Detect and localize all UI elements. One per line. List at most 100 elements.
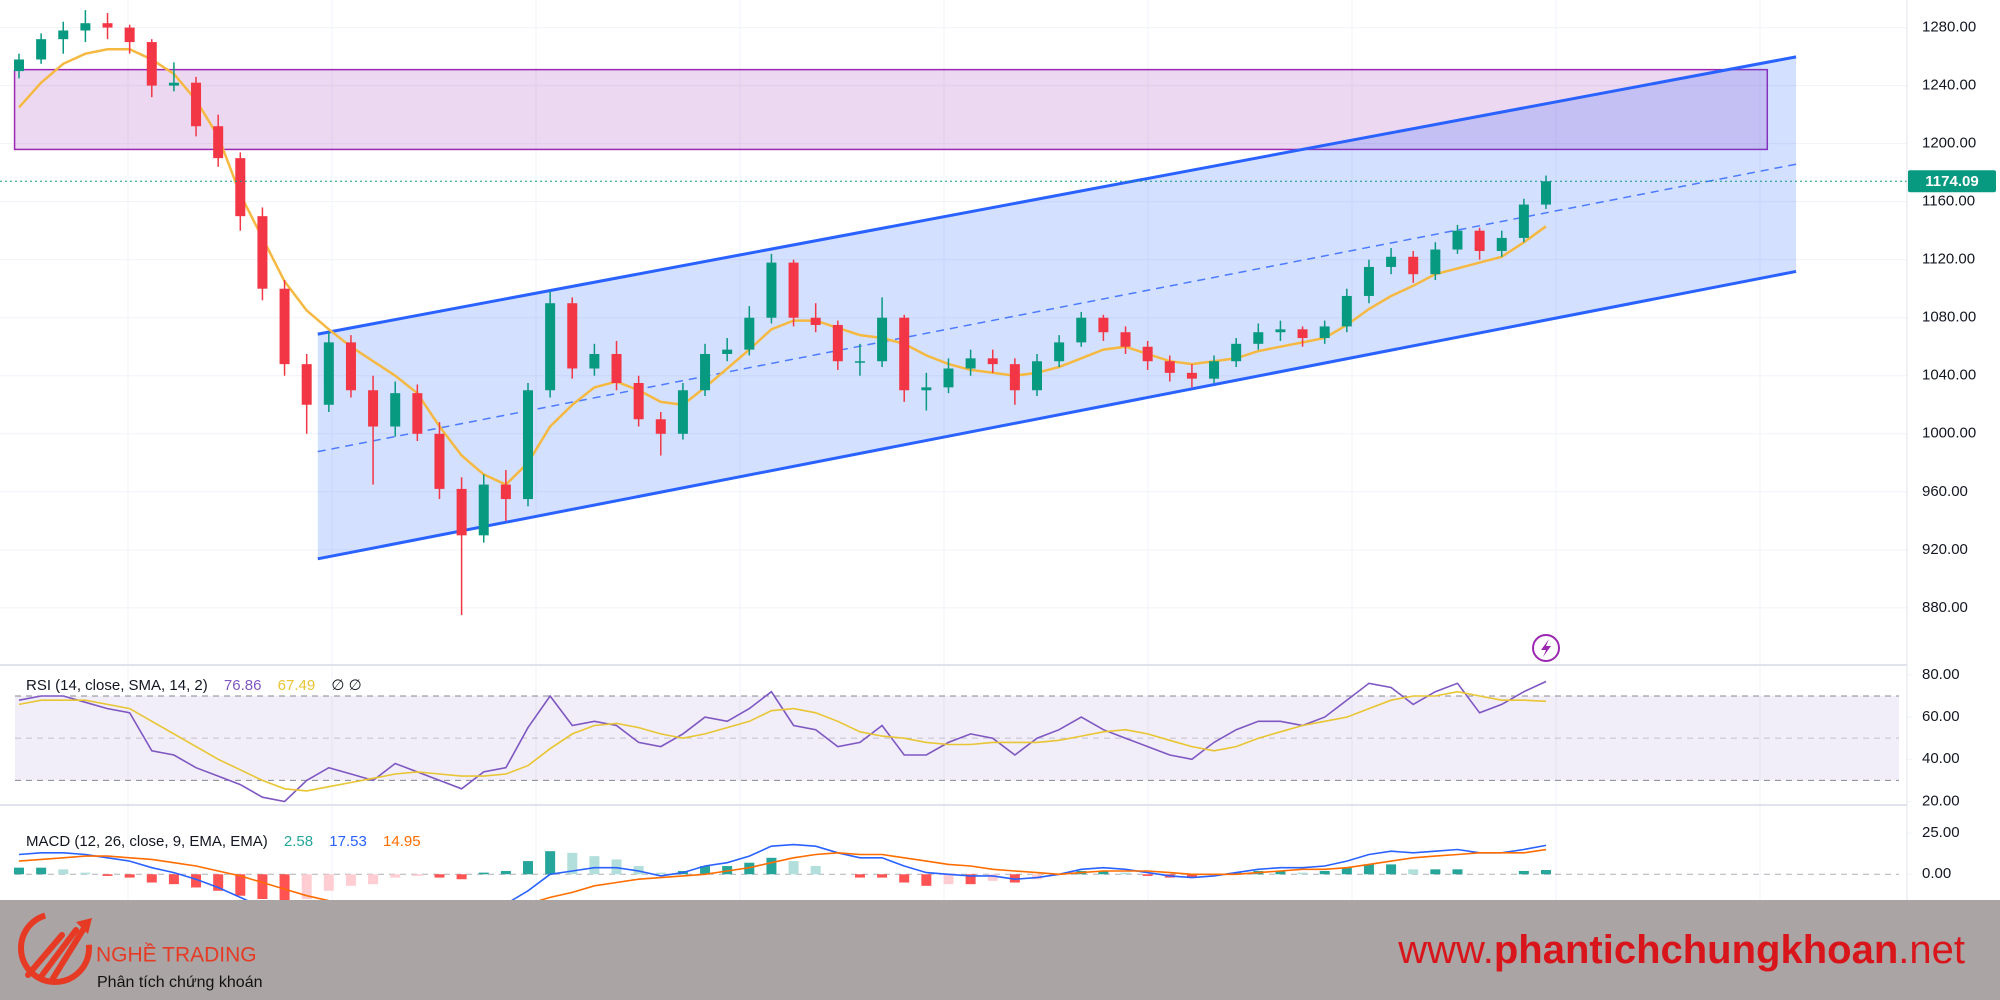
rsi-line <box>18 680 1547 803</box>
candle-body <box>523 390 533 500</box>
y-tick-label: 880.00 <box>1922 599 1968 616</box>
url-part: www. <box>1397 928 1494 972</box>
candle-body <box>545 303 556 391</box>
macd-histogram-bar <box>191 874 202 888</box>
candle-body <box>500 484 511 500</box>
y-tick-label: 1240.00 <box>1922 77 1976 94</box>
macd-histogram-bar <box>168 874 179 885</box>
candle-body <box>323 342 334 405</box>
macd-histogram-bar <box>965 874 976 885</box>
alert-icon[interactable] <box>1532 634 1560 662</box>
legend-part: MACD (12, 26, close, 9, EMA, EMA) <box>26 833 268 850</box>
candle-body <box>434 433 445 489</box>
y-tick-label: 0.00 <box>1922 865 1951 882</box>
y-tick-label: 1000.00 <box>1922 425 1976 442</box>
y-tick-label: 60.00 <box>1922 708 1960 725</box>
y-tick-label: 40.00 <box>1922 750 1960 767</box>
candle-body <box>1032 361 1042 391</box>
y-tick-label: 1120.00 <box>1922 251 1975 268</box>
macd-histogram-bar <box>1098 870 1109 875</box>
candle-body <box>301 364 312 405</box>
rsi-band <box>15 695 1899 781</box>
macd-histogram-bar <box>1363 864 1374 875</box>
macd-histogram-bar <box>877 874 888 878</box>
y-tick-label: 1280.00 <box>1922 19 1976 36</box>
candle-body <box>168 82 179 86</box>
candle-body <box>1098 317 1109 333</box>
y-tick-label: 920.00 <box>1922 541 1968 558</box>
legend-part: RSI (14, close, SMA, 14, 2) <box>26 677 208 694</box>
moving-average <box>18 48 1547 487</box>
candle-body <box>722 349 733 354</box>
candle-body <box>368 390 379 427</box>
macd-histogram-bar <box>1408 869 1419 875</box>
macd-histogram-bar <box>478 872 489 875</box>
logo-arrows <box>25 922 89 983</box>
macd-histogram-bar <box>390 874 401 878</box>
candle-body <box>810 317 821 325</box>
y-tick-label: 1160.00 <box>1922 193 1975 210</box>
indicator-legend: RSI (14, close, SMA, 14, 2) 76.86 67.49 … <box>26 677 362 694</box>
candle-body <box>1209 361 1220 379</box>
channel-upper <box>317 55 1797 336</box>
last-price-badge <box>1908 170 1996 193</box>
candle-body <box>700 353 711 391</box>
macd-histogram-bar <box>1319 870 1330 875</box>
logo-ring <box>18 911 92 985</box>
candle-body <box>102 23 113 28</box>
macd-histogram-bar <box>1430 869 1441 875</box>
macd-histogram-bar <box>899 874 910 883</box>
legend-gap <box>267 677 271 694</box>
candle-body <box>611 353 622 384</box>
macd-histogram-bar <box>345 874 356 886</box>
y-tick-label: 80.00 <box>1922 666 1960 683</box>
candle-body <box>1408 256 1419 275</box>
candle-body <box>1474 230 1485 251</box>
candle-body <box>257 216 268 289</box>
macd-histogram-bar <box>700 866 711 875</box>
supply-zone <box>13 68 1769 151</box>
candle-body <box>36 39 47 60</box>
candle-body <box>1186 372 1197 379</box>
macd-histogram-bar <box>788 861 799 875</box>
candle-body <box>124 27 135 43</box>
candle-body <box>1452 230 1463 250</box>
macd-histogram-bar <box>766 857 777 875</box>
candle-body <box>58 30 69 40</box>
candle-body <box>478 484 489 536</box>
candle-body <box>1164 361 1175 373</box>
macd-histogram-bar <box>854 874 865 878</box>
macd-histogram-bar <box>102 874 113 876</box>
indicator-legend: MACD (12, 26, close, 9, EMA, EMA) 2.58 1… <box>26 833 421 850</box>
macd-histogram-bar <box>943 874 954 885</box>
macd-histogram-bar <box>36 867 47 875</box>
macd-histogram-bar <box>1231 872 1242 875</box>
website: www.phantichchungkhoan.net <box>1397 928 1965 972</box>
tagline: Phân tích chứng khoán <box>97 974 263 991</box>
legend-part: ∅ ∅ <box>331 677 361 694</box>
macd-histogram-bar <box>368 874 379 885</box>
macd-histogram-bar <box>567 852 578 875</box>
candle-body <box>213 126 224 159</box>
candle-body <box>788 262 799 318</box>
macd-histogram-bar <box>124 874 135 878</box>
macd-histogram-bar <box>1275 870 1286 875</box>
candle-body <box>1231 343 1242 362</box>
macd-histogram-bar <box>655 872 666 875</box>
macd-histogram-bar <box>611 859 622 875</box>
candle-body <box>1363 266 1374 296</box>
candle-body <box>1341 295 1352 327</box>
candle-body <box>677 390 688 434</box>
macd-histogram-bar <box>235 874 246 896</box>
footer-band <box>0 900 2000 1000</box>
macd-histogram-bar <box>1186 874 1197 878</box>
legend-part: 76.86 <box>224 677 262 694</box>
alert-bolt[interactable] <box>1541 639 1551 657</box>
y-tick-label: 25.00 <box>1922 824 1960 841</box>
macd-histogram-bar <box>301 874 312 900</box>
macd-histogram-bar <box>257 874 268 900</box>
candle-body <box>345 342 356 391</box>
candle-body <box>567 303 578 369</box>
macd-histogram-bar <box>987 874 998 881</box>
